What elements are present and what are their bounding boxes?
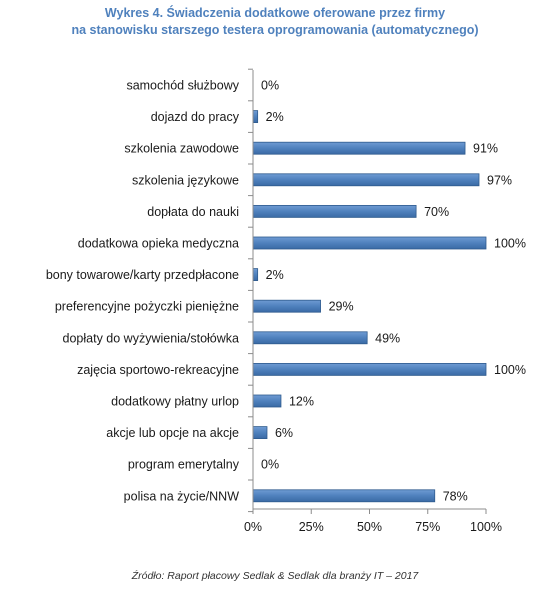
data-label: 97% (487, 173, 512, 187)
category-label: program emerytalny (128, 458, 240, 472)
chart-title-line-1: Wykres 4. Świadczenia dodatkowe oferowan… (104, 6, 446, 20)
data-label: 2% (266, 268, 284, 282)
data-label: 2% (266, 110, 284, 124)
bar (252, 426, 268, 440)
category-label: dopłaty do wyżywienia/stołówka (63, 331, 240, 345)
category-label: dodatkowa opieka medyczna (78, 237, 239, 251)
chart-title: Wykres 4. Świadczenia dodatkowe oferowan… (0, 5, 550, 39)
category-label: dodatkowy płatny urlop (111, 395, 239, 409)
x-tick-label: 0% (244, 520, 262, 534)
category-label: dopłata do nauki (147, 205, 239, 219)
data-label: 49% (375, 331, 400, 345)
bar (252, 141, 466, 155)
category-label: bony towarowe/karty przedpłacone (46, 268, 239, 282)
chart-title-line-2: na stanowisku starszego testera oprogram… (71, 23, 479, 37)
data-label: 78% (443, 489, 468, 503)
bar-chart: samochód służbowy dojazd do pracy szkoleni… (46, 68, 526, 534)
bar (252, 173, 480, 187)
bar (252, 236, 487, 250)
category-label: akcje lub opcje na akcje (106, 426, 239, 440)
bar (252, 362, 487, 376)
bar (252, 268, 259, 282)
x-tick-label: 100% (470, 520, 502, 534)
category-label: szkolenia zawodowe (124, 142, 239, 156)
category-label: samochód służbowy (126, 79, 239, 93)
bar (252, 299, 321, 313)
category-label: polisa na życie/NNW (124, 489, 240, 503)
data-label: 70% (424, 205, 449, 219)
data-label: 29% (329, 300, 354, 314)
data-label: 91% (473, 142, 498, 156)
data-label: 100% (494, 363, 526, 377)
bar (252, 110, 259, 123)
category-label: dojazd do pracy (151, 110, 240, 124)
x-tick-label: 75% (415, 520, 440, 534)
category-label: zajęcia sportowo-rekreacyjne (77, 363, 239, 377)
category-label: preferencyjne pożyczki pieniężne (55, 300, 239, 314)
data-label: 6% (275, 426, 293, 440)
bar (252, 394, 282, 408)
source-note: Źródło: Raport płacowy Sedlak & Sedlak d… (131, 570, 419, 582)
data-label: 0% (261, 79, 279, 93)
data-label: 0% (261, 458, 279, 472)
x-tick-label: 25% (299, 520, 324, 534)
x-tick-label: 50% (357, 520, 382, 534)
data-label: 12% (289, 395, 314, 409)
bar (252, 331, 368, 345)
category-label: szkolenia językowe (132, 173, 239, 187)
data-label: 100% (494, 237, 526, 251)
bar (252, 489, 436, 503)
bar (252, 204, 417, 218)
